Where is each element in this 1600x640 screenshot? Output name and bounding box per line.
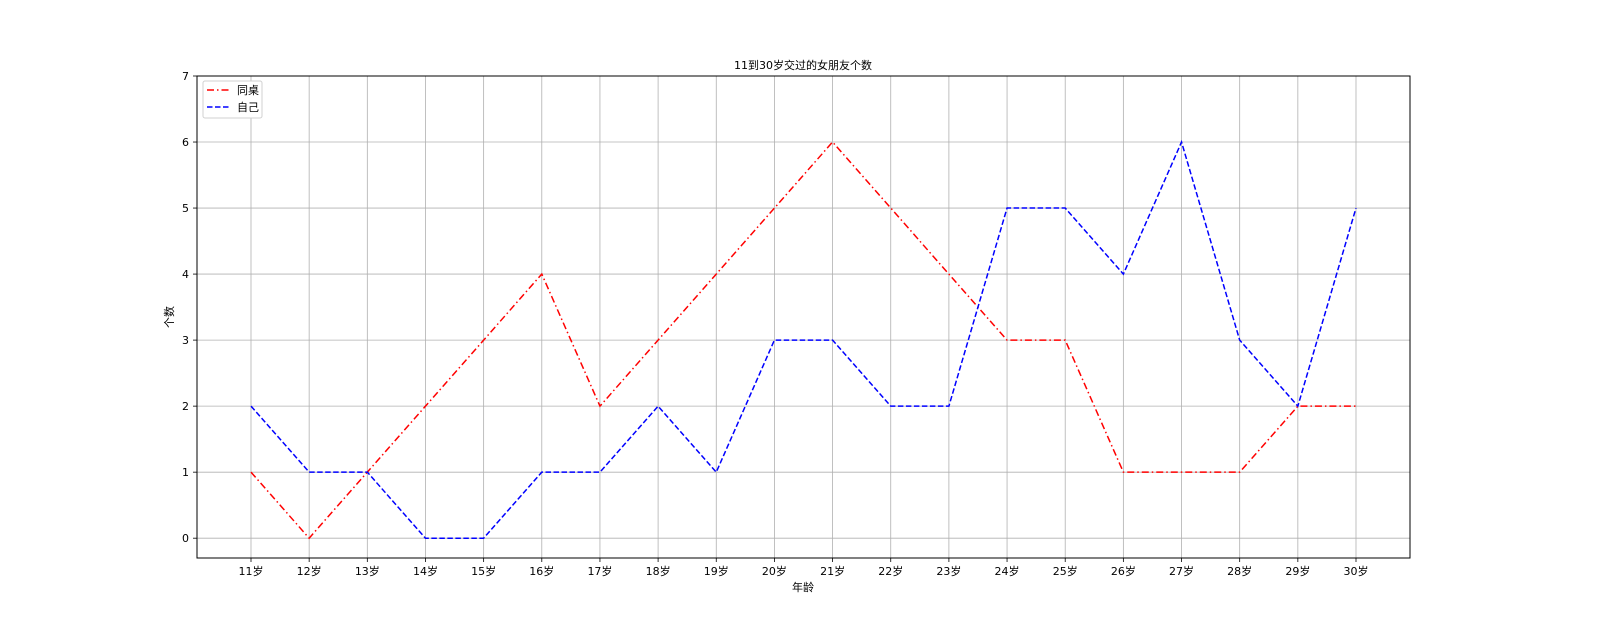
legend-entry-label: 同桌 [237, 84, 259, 97]
x-tick-label: 12岁 [297, 564, 322, 578]
series-line-1 [250, 140, 1356, 540]
x-tick-label: 25岁 [1053, 564, 1078, 578]
x-tick-label: 24岁 [995, 564, 1020, 578]
x-tick-label: 19岁 [704, 564, 729, 578]
y-tick-label: 4 [182, 268, 189, 281]
y-tick-label: 7 [182, 70, 189, 83]
x-tick-label: 21岁 [820, 564, 845, 578]
series-layer [250, 139, 1357, 540]
y-tick-label: 3 [182, 334, 189, 347]
x-tick-label: 30岁 [1344, 564, 1369, 578]
x-tick-label: 16岁 [529, 564, 554, 578]
y-tick-label: 6 [182, 136, 189, 149]
x-axis: 11岁 12岁 13岁 14岁 15岁 16岁 17岁 18岁 19岁 20岁 21岁 22岁 23岁 2… [239, 558, 1369, 578]
x-tick-label: 29岁 [1285, 564, 1310, 578]
series-line-2 [250, 139, 1357, 539]
x-tick-label: 22岁 [878, 564, 903, 578]
x-tick-label: 28岁 [1227, 564, 1252, 578]
grid [197, 75, 1410, 558]
x-tick-label: 27岁 [1169, 564, 1194, 578]
chart-title: 11到30岁交过的女朋友个数 [734, 58, 872, 72]
legend-entry-label: 自己 [237, 101, 259, 114]
x-tick-label: 18岁 [646, 564, 671, 578]
y-axis-label: 个数 [163, 306, 176, 328]
y-tick-label: 0 [182, 532, 189, 545]
x-tick-label: 14岁 [413, 564, 438, 578]
x-tick-label: 17岁 [587, 564, 612, 578]
x-tick-label: 13岁 [355, 564, 380, 578]
plot-frame [196, 75, 1411, 559]
x-tick-label: 20岁 [762, 564, 787, 578]
x-tick-label: 15岁 [471, 564, 496, 578]
x-tick-label: 11岁 [239, 564, 264, 578]
x-tick-label: 26岁 [1111, 564, 1136, 578]
x-axis-label: 年龄 [792, 580, 814, 594]
x-tick-label: 23岁 [936, 564, 961, 578]
y-axis: 0 1 2 3 4 5 6 7 [182, 70, 197, 545]
y-tick-label: 1 [182, 466, 189, 479]
y-tick-label: 5 [182, 202, 189, 215]
y-tick-label: 2 [182, 400, 189, 413]
